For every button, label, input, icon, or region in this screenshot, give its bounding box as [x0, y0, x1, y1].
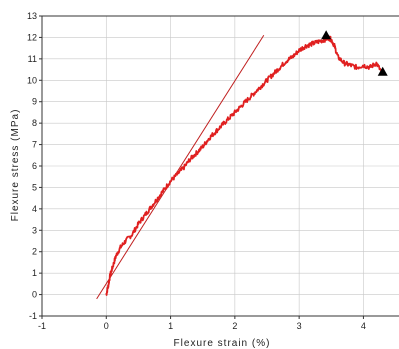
- peak-markers: [321, 30, 388, 76]
- y-tick-label: -1: [29, 311, 37, 321]
- y-tick-label: 2: [32, 247, 37, 257]
- x-axis-title: Flexure strain (%): [174, 338, 271, 349]
- y-tick-label: 4: [32, 204, 37, 214]
- x-tick-labels: -1 0 1 2 3 4: [38, 316, 366, 331]
- y-tick-label: 1: [32, 268, 37, 278]
- triangle-marker: [321, 30, 332, 40]
- x-tick-label: 2: [232, 321, 237, 331]
- y-tick-label: 10: [27, 75, 37, 85]
- y-tick-label: 0: [32, 290, 37, 300]
- tangent-line: [96, 35, 265, 300]
- grid-lines: [41, 15, 399, 317]
- triangle-marker: [377, 66, 388, 76]
- x-tick-label: 0: [104, 321, 109, 331]
- stress-strain-curve: [105, 35, 384, 296]
- y-tick-label: 6: [32, 161, 37, 171]
- y-tick-label: 12: [27, 32, 37, 42]
- series-layer: [96, 35, 384, 300]
- x-tick-label: -1: [38, 321, 46, 331]
- y-tick-label: 9: [32, 97, 37, 107]
- x-tick-label: 1: [168, 321, 173, 331]
- y-tick-label: 11: [28, 54, 37, 64]
- y-axis-title: Flexure stress (MPa): [10, 109, 21, 222]
- y-tick-label: 7: [32, 140, 37, 150]
- y-tick-label: 3: [32, 225, 37, 235]
- y-tick-label: 13: [27, 11, 37, 21]
- x-tick-label: 4: [361, 321, 366, 331]
- y-tick-label: 8: [32, 118, 37, 128]
- x-tick-label: 3: [297, 321, 302, 331]
- y-tick-label: 5: [32, 182, 37, 192]
